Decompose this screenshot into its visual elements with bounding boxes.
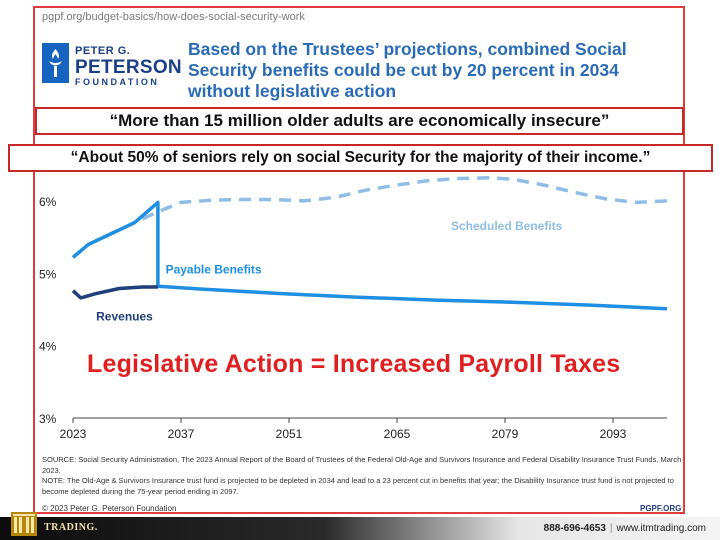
pgpf-logo-wordmark: PETER G. PETERSON FOUNDATION <box>75 46 182 87</box>
x-tick-label-2093: 2093 <box>600 427 627 441</box>
footer-bar <box>0 517 720 540</box>
source-line: SOURCE: Social Security Administration, … <box>42 455 682 475</box>
website-link[interactable]: www.itmtrading.com <box>616 523 706 534</box>
x-tick-label-2051: 2051 <box>276 427 303 441</box>
quote-older-adults: “More than 15 million older adults are e… <box>35 107 684 135</box>
copyright: © 2023 Peter G. Peterson Foundation <box>42 504 177 513</box>
source-url: pgpf.org/budget-basics/how-does-social-s… <box>42 11 305 23</box>
benefits-chart: 3% 4% 5% 6% 2023 2037 2051 2065 2079 2093 Schedule… <box>39 176 668 441</box>
legislative-action-callout: Legislative Action = Increased Payroll T… <box>87 350 621 378</box>
footer-contact: 888-696-4653 | www.itmtrading.com <box>544 523 706 534</box>
x-tick-label-2023: 2023 <box>60 427 87 441</box>
logo-line-3: FOUNDATION <box>75 77 160 87</box>
pgpf-org-link[interactable]: PGPF.ORG <box>640 504 682 513</box>
scheduled-benefits-label: Scheduled Benefits <box>451 219 563 233</box>
logo-line-2: PETERSON <box>75 57 182 78</box>
y-tick-label-6: 6% <box>39 195 57 209</box>
footer-separator: | <box>609 523 613 534</box>
quote-seniors-rely: “About 50% of seniors rely on social Sec… <box>8 144 713 172</box>
revenues-line <box>71 285 158 300</box>
y-tick-label-3: 3% <box>39 412 57 426</box>
x-tick-label-2037: 2037 <box>168 427 195 441</box>
x-tick-label-2065: 2065 <box>384 427 411 441</box>
payable-benefits-line <box>71 200 668 311</box>
revenues-label: Revenues <box>96 309 153 323</box>
itm-columns-logo-icon <box>11 512 37 536</box>
note-line: NOTE: The Old-Age & Survivors Insurance … <box>42 476 674 496</box>
source-note: SOURCE: Social Security Administration, … <box>42 455 682 497</box>
x-tick-label-2079: 2079 <box>492 427 519 441</box>
y-tick-label-4: 4% <box>39 340 57 354</box>
logo-line-1: PETER G. <box>75 45 131 57</box>
y-tick-label-5: 5% <box>39 267 57 281</box>
scheduled-benefits-line <box>71 176 668 259</box>
chart-headline: Based on the Trustees’ projections, comb… <box>188 39 627 101</box>
chart-slide-frame <box>33 6 685 514</box>
pgpf-torch-logo-icon <box>42 43 69 83</box>
itm-trading-wordmark: TRADING. <box>44 522 98 533</box>
phone-number[interactable]: 888-696-4653 <box>543 523 606 534</box>
payable-benefits-label: Payable Benefits <box>166 262 262 276</box>
